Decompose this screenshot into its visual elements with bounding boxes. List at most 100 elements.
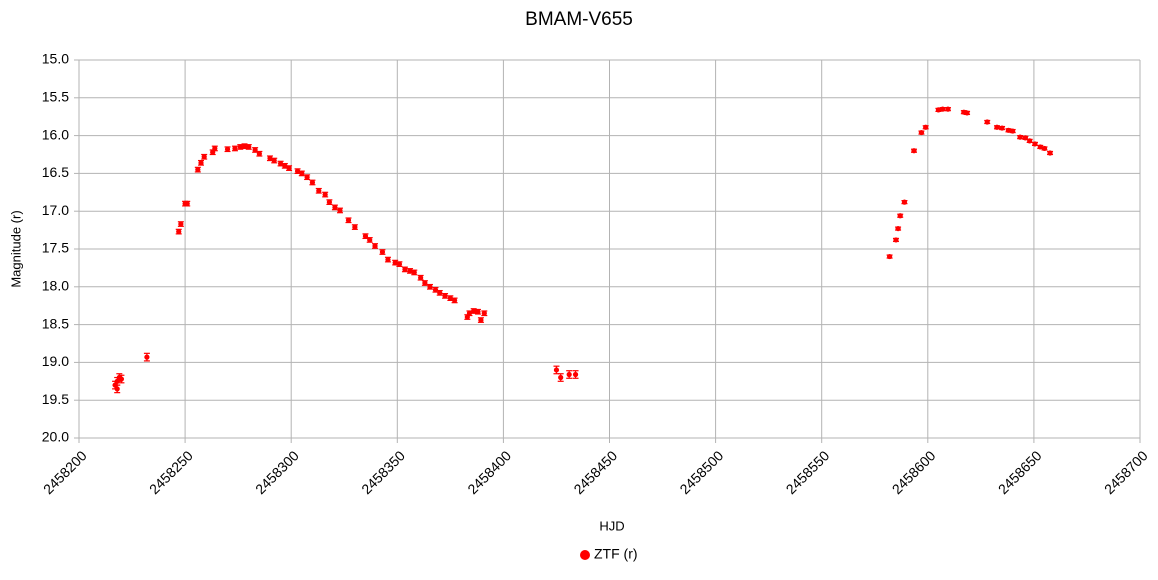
y-tick-label: 17.5 <box>42 240 69 256</box>
y-tick-label: 18.0 <box>42 278 69 294</box>
y-tick-label: 18.5 <box>42 315 69 331</box>
data-point <box>432 287 439 293</box>
x-tick-label: 2458350 <box>358 447 408 497</box>
data-point <box>316 188 322 194</box>
data-point <box>411 269 417 276</box>
data-point <box>299 170 305 176</box>
data-point <box>195 167 201 173</box>
data-point <box>282 163 288 169</box>
data-point <box>923 124 929 130</box>
legend: ZTF (r) <box>580 546 638 562</box>
y-axis-title: Magnitude (r) <box>8 210 23 287</box>
data-point <box>451 297 458 304</box>
data-point <box>201 154 207 160</box>
y-tick-label: 15.0 <box>42 51 69 67</box>
data-point <box>1037 144 1043 150</box>
data-point <box>198 160 204 166</box>
data-point <box>345 217 352 223</box>
y-tick-label: 19.0 <box>42 353 69 369</box>
data-point <box>304 174 310 180</box>
data-point <box>256 151 262 157</box>
data-point <box>379 249 386 255</box>
data-point <box>118 376 125 382</box>
data-point <box>372 243 378 249</box>
x-tick-label: 2458200 <box>40 447 90 497</box>
data-point <box>367 237 373 243</box>
data-point <box>964 110 970 116</box>
data-point <box>385 256 391 263</box>
data-point <box>1010 128 1016 134</box>
x-tick-label: 2458300 <box>252 447 302 497</box>
series-group <box>112 106 1054 394</box>
data-point <box>994 124 1000 130</box>
y-tick-label: 17.0 <box>42 202 69 218</box>
x-tick-label: 2458550 <box>783 447 833 497</box>
data-point <box>337 207 343 214</box>
x-tick-label: 2458700 <box>1101 447 1151 497</box>
data-point <box>1032 141 1038 147</box>
data-point <box>572 371 579 378</box>
data-point <box>294 168 301 174</box>
data-point <box>232 145 238 152</box>
data-point <box>144 354 150 360</box>
data-point <box>184 201 190 207</box>
data-point <box>212 145 218 152</box>
data-point <box>286 165 292 171</box>
x-tick-label: 2458250 <box>146 447 196 497</box>
legend-marker <box>580 550 590 560</box>
x-tick-label: 2458500 <box>676 447 726 497</box>
data-point <box>566 371 572 378</box>
data-point <box>893 237 899 243</box>
data-point <box>422 280 428 286</box>
data-point <box>447 295 453 301</box>
y-tick-label: 19.5 <box>42 391 69 407</box>
data-point <box>466 310 473 316</box>
data-point <box>984 119 990 125</box>
data-point <box>1017 134 1023 140</box>
data-point <box>887 253 893 260</box>
x-tick-label: 2458600 <box>889 447 939 497</box>
data-point <box>553 367 560 373</box>
data-point <box>309 179 316 186</box>
data-point <box>427 284 433 290</box>
data-point <box>267 155 273 161</box>
data-point <box>332 204 338 211</box>
y-tick-label: 16.5 <box>42 164 69 180</box>
y-tick-label: 20.0 <box>42 429 69 445</box>
x-tick-label: 2458450 <box>570 447 620 497</box>
data-point <box>178 221 184 227</box>
data-point <box>114 386 120 392</box>
legend-label: ZTF (r) <box>594 546 638 562</box>
x-tick-label: 2458650 <box>995 447 1045 497</box>
x-tick-label: 2458400 <box>464 447 514 497</box>
data-point <box>277 160 284 167</box>
data-point <box>224 146 231 152</box>
data-point <box>322 191 328 198</box>
data-point <box>558 374 564 381</box>
y-tick-label: 15.5 <box>42 89 69 105</box>
data-point <box>326 199 332 205</box>
x-axis-title: HJD <box>599 518 624 533</box>
data-point <box>442 293 448 299</box>
chart-title: BMAM-V655 <box>525 9 633 30</box>
data-point <box>918 129 925 136</box>
data-point <box>1041 145 1048 152</box>
data-point <box>475 309 481 315</box>
data-point <box>895 225 901 232</box>
data-point <box>897 213 903 219</box>
data-point <box>246 144 252 150</box>
data-point <box>176 229 182 235</box>
data-point <box>271 157 277 164</box>
data-point <box>999 125 1005 131</box>
data-point <box>402 266 408 273</box>
data-point <box>481 310 487 316</box>
data-point <box>437 290 443 296</box>
data-point <box>940 106 946 112</box>
data-point <box>1027 138 1033 144</box>
data-point <box>901 199 908 205</box>
data-point <box>945 106 951 112</box>
data-point <box>352 224 358 230</box>
data-point <box>1047 150 1053 156</box>
y-tick-label: 16.0 <box>42 126 69 142</box>
